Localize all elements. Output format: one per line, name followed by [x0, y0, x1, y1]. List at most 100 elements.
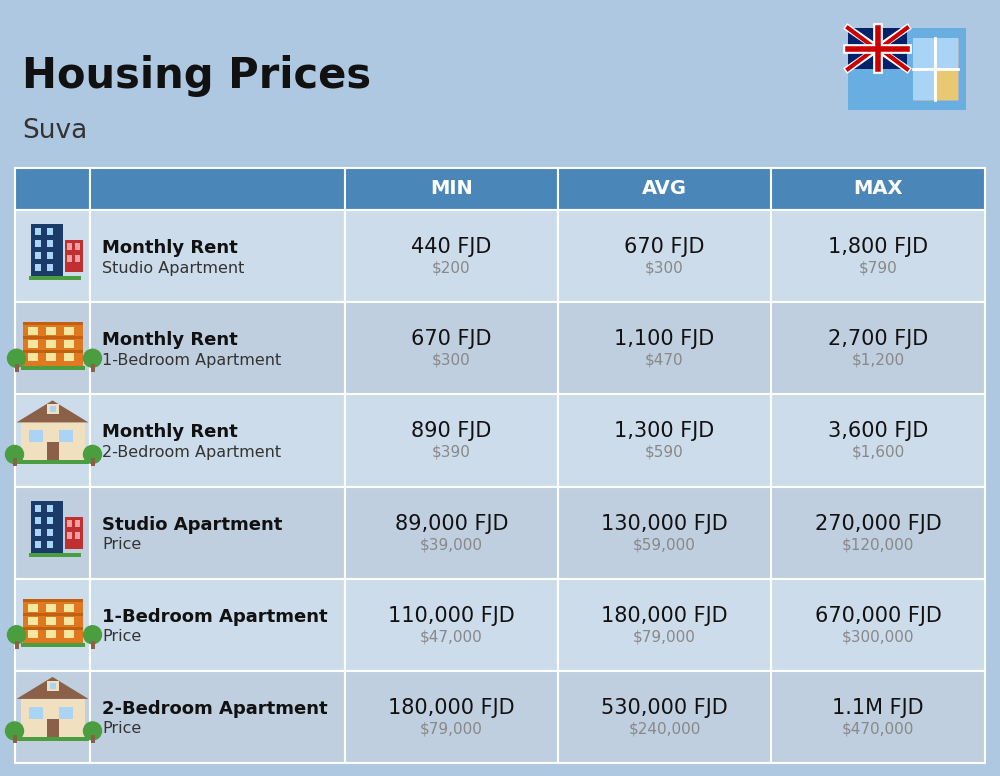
Bar	[936, 71, 958, 100]
Text: $1,600: $1,600	[851, 445, 905, 460]
Bar	[46, 528, 52, 535]
Text: Price: Price	[102, 537, 141, 552]
Bar	[771, 579, 985, 670]
Bar	[345, 210, 558, 302]
Bar	[15, 487, 90, 579]
Bar	[64, 604, 74, 611]
Text: $47,000: $47,000	[420, 629, 483, 644]
Bar	[28, 707, 42, 719]
Text: AVG: AVG	[642, 179, 687, 199]
Bar	[558, 487, 771, 579]
Circle shape	[6, 445, 24, 463]
Bar	[12, 735, 16, 743]
Text: 2-Bedroom Apartment: 2-Bedroom Apartment	[102, 700, 328, 718]
Text: 180,000 FJD: 180,000 FJD	[601, 606, 728, 625]
Bar	[46, 404, 58, 414]
Bar	[34, 517, 40, 524]
Bar	[20, 422, 84, 460]
Text: Price: Price	[102, 629, 141, 644]
Bar	[46, 264, 52, 271]
Bar	[46, 541, 52, 548]
Text: $79,000: $79,000	[633, 629, 696, 644]
Bar	[14, 641, 18, 649]
Bar	[771, 670, 985, 763]
Bar	[15, 579, 90, 670]
Bar	[14, 364, 18, 372]
Text: $590: $590	[645, 445, 684, 460]
Bar	[28, 604, 38, 611]
Bar	[913, 71, 934, 100]
Bar	[20, 366, 84, 370]
Bar	[15, 394, 90, 487]
Bar	[46, 719, 58, 737]
Bar	[90, 459, 94, 466]
Text: $300,000: $300,000	[842, 629, 914, 644]
Bar	[345, 394, 558, 487]
Bar	[90, 364, 94, 372]
Bar	[28, 353, 38, 362]
Text: Monthly Rent: Monthly Rent	[102, 424, 238, 442]
Bar	[30, 224, 62, 276]
Text: Suva: Suva	[22, 118, 87, 144]
Bar	[558, 210, 771, 302]
Text: 530,000 FJD: 530,000 FJD	[601, 698, 728, 718]
Bar	[46, 252, 52, 259]
Text: 890 FJD: 890 FJD	[411, 421, 492, 442]
Text: $470,000: $470,000	[842, 722, 914, 736]
Bar	[90, 210, 345, 302]
Text: 1-Bedroom Apartment: 1-Bedroom Apartment	[102, 608, 328, 625]
Text: $240,000: $240,000	[628, 722, 701, 736]
Bar	[345, 487, 558, 579]
Bar	[28, 617, 38, 625]
Bar	[913, 38, 958, 100]
Text: $790: $790	[859, 261, 897, 275]
Text: 670 FJD: 670 FJD	[624, 237, 705, 257]
Bar	[58, 707, 72, 719]
Bar	[50, 407, 56, 412]
Text: MIN: MIN	[430, 179, 473, 199]
Text: $300: $300	[432, 353, 471, 368]
Text: 110,000 FJD: 110,000 FJD	[388, 606, 515, 625]
Bar	[345, 670, 558, 763]
Bar	[46, 240, 52, 247]
Bar	[15, 302, 90, 394]
Text: 1,100 FJD: 1,100 FJD	[614, 329, 715, 349]
Bar	[46, 504, 52, 511]
Bar	[28, 431, 42, 442]
Bar	[558, 302, 771, 394]
Bar	[46, 442, 58, 460]
Bar	[558, 579, 771, 670]
Bar	[30, 501, 62, 553]
Bar	[64, 353, 74, 362]
Circle shape	[84, 722, 102, 740]
Bar	[64, 340, 74, 348]
Bar	[90, 487, 345, 579]
Bar	[74, 520, 80, 527]
Text: Monthly Rent: Monthly Rent	[102, 239, 238, 257]
Bar	[66, 243, 72, 250]
Text: 2,700 FJD: 2,700 FJD	[828, 329, 928, 349]
Text: $390: $390	[432, 445, 471, 460]
Text: 180,000 FJD: 180,000 FJD	[388, 698, 515, 718]
Text: 1,800 FJD: 1,800 FJD	[828, 237, 928, 257]
Bar	[15, 670, 90, 763]
Circle shape	[8, 625, 26, 644]
Text: MAX: MAX	[853, 179, 903, 199]
Bar	[22, 613, 82, 615]
Bar	[22, 350, 82, 353]
Text: $59,000: $59,000	[633, 537, 696, 552]
Bar	[46, 630, 56, 638]
Bar	[28, 327, 38, 335]
Bar	[34, 228, 40, 235]
Bar	[848, 28, 907, 69]
Bar	[90, 579, 345, 670]
Text: 440 FJD: 440 FJD	[411, 237, 492, 257]
Bar	[46, 681, 58, 691]
Bar	[90, 302, 345, 394]
Bar	[20, 699, 84, 737]
Bar	[28, 553, 80, 556]
Text: Housing Prices: Housing Prices	[22, 55, 371, 97]
Bar	[58, 431, 72, 442]
Bar	[848, 28, 966, 110]
Text: 670,000 FJD: 670,000 FJD	[815, 606, 941, 625]
